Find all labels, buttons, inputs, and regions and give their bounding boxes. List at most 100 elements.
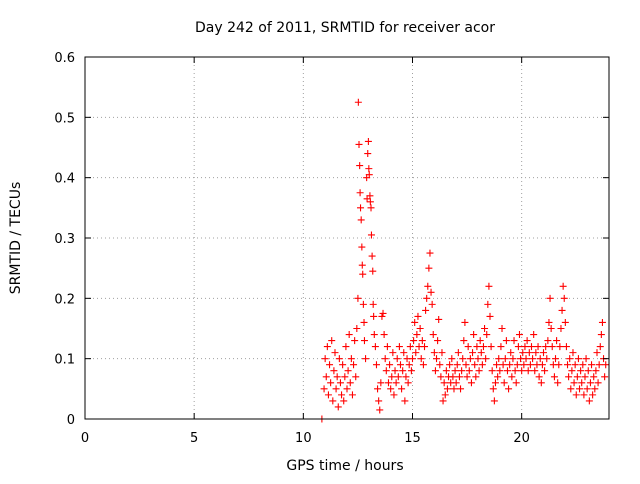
- data-point: [571, 361, 579, 369]
- gridlines: [85, 57, 609, 419]
- data-point: [357, 216, 365, 224]
- data-point: [592, 367, 600, 375]
- data-point: [421, 343, 429, 351]
- data-point: [367, 204, 375, 212]
- data-point: [581, 373, 589, 381]
- data-point: [382, 367, 390, 375]
- data-point: [469, 349, 477, 357]
- data-point: [386, 361, 394, 369]
- data-point: [529, 355, 537, 363]
- data-point: [404, 379, 412, 387]
- data-point: [485, 282, 493, 290]
- data-point: [452, 379, 460, 387]
- data-point: [338, 391, 346, 399]
- data-point: [460, 337, 468, 345]
- data-point: [450, 385, 458, 393]
- y-tick-labels: 0 0.1 0.2 0.3 0.4 0.5 0.6: [54, 51, 75, 428]
- data-point: [370, 312, 378, 320]
- data-point: [579, 361, 587, 369]
- data-point: [328, 337, 336, 345]
- data-point: [507, 349, 515, 357]
- data-point: [547, 325, 555, 332]
- data-point: [458, 367, 466, 375]
- data-point: [577, 367, 585, 375]
- data-point: [355, 140, 363, 148]
- x-tick-label: 10: [295, 431, 312, 446]
- data-point: [593, 349, 601, 357]
- data-point: [550, 373, 558, 381]
- data-point: [383, 343, 391, 351]
- data-point: [356, 189, 364, 197]
- data-point: [474, 355, 482, 363]
- data-point: [423, 294, 431, 302]
- data-point: [451, 367, 459, 375]
- data-point: [358, 261, 366, 269]
- data-point: [394, 373, 402, 381]
- data-point: [446, 361, 454, 369]
- data-point: [537, 379, 545, 387]
- data-point: [391, 367, 399, 375]
- data-point: [414, 312, 422, 320]
- data-point: [589, 391, 597, 399]
- data-point: [410, 337, 418, 345]
- data-point: [321, 355, 329, 363]
- data-point: [479, 343, 487, 351]
- data-point: [470, 331, 478, 339]
- data-point: [498, 325, 506, 332]
- data-point: [483, 331, 491, 339]
- data-point: [602, 361, 610, 369]
- data-point: [473, 343, 481, 351]
- data-point: [538, 361, 546, 369]
- data-point: [466, 355, 474, 363]
- data-point: [418, 337, 426, 345]
- data-point: [586, 379, 594, 387]
- data-point: [402, 373, 410, 381]
- data-point: [407, 367, 415, 375]
- data-point: [400, 349, 408, 357]
- data-point: [347, 355, 355, 363]
- data-point: [519, 349, 527, 357]
- data-point: [393, 355, 401, 363]
- data-point: [352, 373, 360, 381]
- data-point: [440, 379, 448, 387]
- data-point: [509, 355, 517, 363]
- data-point: [390, 391, 398, 399]
- data-point: [548, 343, 556, 351]
- data-point: [351, 337, 359, 345]
- data-point: [330, 367, 338, 375]
- data-point: [369, 267, 377, 275]
- data-point: [522, 355, 530, 363]
- data-point: [379, 309, 387, 317]
- y-tick-label: 0.3: [54, 232, 75, 247]
- chart-title: Day 242 of 2011, SRMTID for receiver aco…: [195, 20, 495, 36]
- data-point: [560, 294, 568, 302]
- x-tick-label: 5: [190, 431, 198, 446]
- data-point: [502, 337, 510, 345]
- y-tick-label: 0.5: [54, 111, 75, 126]
- data-point: [521, 343, 529, 351]
- data-point: [556, 343, 564, 351]
- data-point: [412, 349, 420, 357]
- data-point: [486, 312, 494, 320]
- data-point: [342, 343, 350, 351]
- data-point: [566, 355, 574, 363]
- x-tick-label: 20: [513, 431, 530, 446]
- data-point: [376, 406, 384, 414]
- data-point: [518, 367, 526, 375]
- data-point: [372, 361, 380, 369]
- data-point: [336, 379, 344, 387]
- data-point: [524, 367, 532, 375]
- data-point: [343, 385, 351, 393]
- data-point: [467, 379, 475, 387]
- data-point: [523, 337, 531, 345]
- data-point: [353, 325, 361, 332]
- data-point: [439, 397, 447, 405]
- data-point: [546, 294, 554, 302]
- data-point: [433, 355, 441, 363]
- data-point: [354, 294, 362, 302]
- data-point: [327, 379, 335, 387]
- data-point: [532, 349, 540, 357]
- data-point: [471, 361, 479, 369]
- data-point: [465, 367, 473, 375]
- data-point: [554, 379, 562, 387]
